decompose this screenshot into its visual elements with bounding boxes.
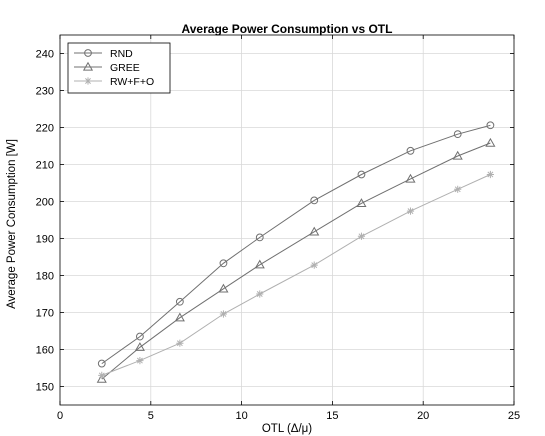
data-point bbox=[219, 259, 228, 268]
data-point bbox=[256, 290, 264, 298]
y-tick-label: 200 bbox=[36, 197, 54, 209]
y-tick-label: 190 bbox=[36, 234, 54, 246]
data-point bbox=[406, 146, 415, 155]
chart-title: Average Power Consumption vs OTL bbox=[181, 22, 393, 36]
y-tick-label: 180 bbox=[36, 271, 54, 283]
y-tick-label: 170 bbox=[36, 308, 54, 320]
data-point bbox=[486, 170, 494, 179]
data-point bbox=[406, 207, 415, 215]
data-point bbox=[136, 332, 144, 341]
axes-box bbox=[59, 34, 515, 406]
x-tick-label: 20 bbox=[417, 410, 429, 422]
y-tick-label: 230 bbox=[36, 86, 54, 98]
data-point bbox=[219, 310, 228, 318]
data-point bbox=[356, 198, 367, 207]
data-point bbox=[310, 196, 319, 205]
x-tick-label: 0 bbox=[57, 410, 63, 422]
series-line-gree bbox=[101, 142, 491, 380]
data-point bbox=[134, 342, 145, 351]
legend-marker bbox=[82, 61, 94, 71]
data-point bbox=[97, 359, 106, 368]
data-point bbox=[174, 312, 185, 322]
data-point bbox=[309, 226, 320, 236]
x-tick-label: 15 bbox=[326, 410, 338, 422]
data-point bbox=[357, 170, 366, 179]
legend-marker bbox=[84, 77, 92, 85]
y-tick-label: 160 bbox=[36, 345, 54, 357]
plot-background bbox=[60, 35, 514, 405]
x-tick-label: 10 bbox=[235, 410, 247, 422]
series-line-rnd bbox=[101, 124, 491, 365]
data-point bbox=[405, 173, 416, 183]
y-tick-label: 210 bbox=[36, 160, 54, 172]
data-point bbox=[486, 121, 495, 130]
y-axis-label: Average Power Consumption [W] bbox=[6, 139, 18, 309]
data-point bbox=[452, 150, 463, 160]
y-tick-label: 220 bbox=[36, 123, 54, 135]
data-point bbox=[136, 357, 144, 365]
data-point bbox=[175, 297, 184, 306]
data-point bbox=[218, 283, 229, 293]
data-point bbox=[357, 232, 366, 240]
data-point bbox=[254, 259, 265, 269]
legend-marker bbox=[84, 49, 92, 57]
y-tick-label: 150 bbox=[36, 382, 54, 394]
data-point bbox=[176, 339, 184, 347]
x-tick-label: 25 bbox=[508, 410, 520, 422]
data-point bbox=[310, 261, 318, 269]
y-tick-label: 240 bbox=[36, 49, 54, 61]
data-point bbox=[96, 373, 107, 383]
x-axis-label: OTL (Δ/μ) bbox=[261, 423, 313, 435]
data-point bbox=[485, 137, 496, 147]
series-line-rw-f-o bbox=[101, 174, 491, 376]
legend-label: RW+F+O bbox=[110, 76, 154, 88]
data-point bbox=[255, 233, 264, 242]
data-point bbox=[453, 130, 462, 139]
data-point bbox=[454, 185, 462, 193]
legend-label: GREE bbox=[110, 62, 140, 74]
legend-label: RND bbox=[110, 48, 133, 60]
x-tick-label: 5 bbox=[148, 410, 154, 422]
data-point bbox=[98, 371, 106, 379]
